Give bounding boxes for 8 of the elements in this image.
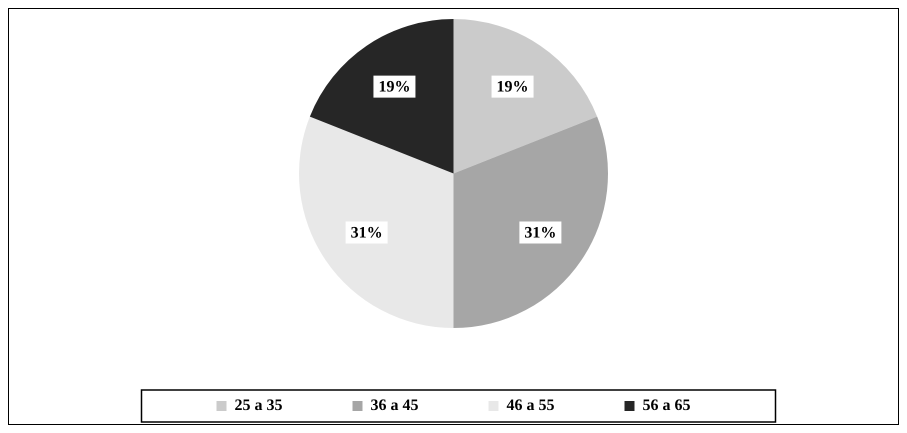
legend-label: 36 a 45 <box>370 397 418 414</box>
data-label: 31% <box>524 224 556 242</box>
data-label: 19% <box>378 78 410 96</box>
data-label: 31% <box>350 224 383 242</box>
data-label: 19% <box>496 78 529 96</box>
legend-label: 25 a 35 <box>234 397 282 414</box>
legend-label: 56 a 65 <box>642 397 690 414</box>
legend-label: 46 a 55 <box>506 397 554 414</box>
